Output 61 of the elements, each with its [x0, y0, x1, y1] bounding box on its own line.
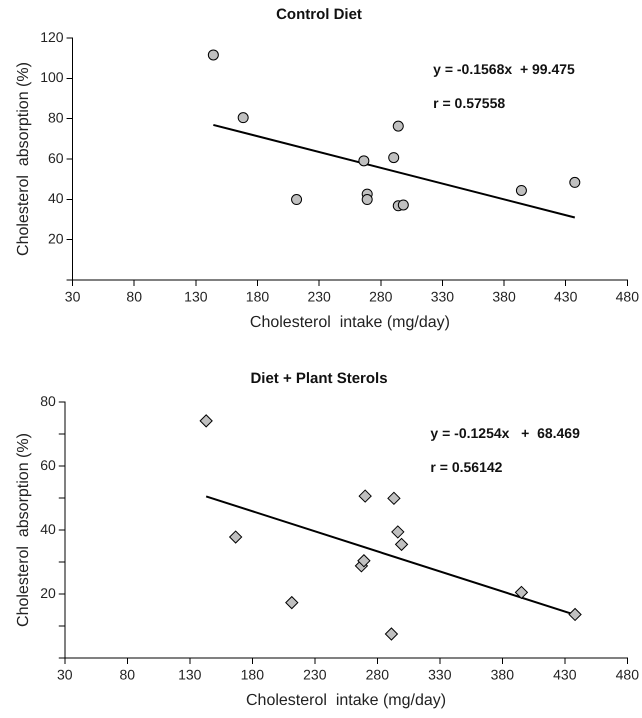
y-tick-label: 100	[40, 69, 64, 86]
point	[358, 490, 372, 503]
point	[398, 199, 409, 210]
point	[388, 152, 400, 164]
point	[514, 586, 528, 599]
x-axis-title: Cholesterol intake (mg/day)	[250, 314, 450, 331]
y-tick-label: 40	[48, 190, 64, 206]
y-tick-label: 40	[40, 520, 56, 537]
x-tick-label: 380	[492, 288, 516, 304]
x-tick-label: 280	[369, 288, 393, 304]
x-tick-label: 30	[64, 288, 81, 304]
point	[200, 414, 213, 428]
x-tick-label: 30	[56, 666, 73, 682]
point	[516, 184, 527, 196]
x-tick-label: 330	[428, 666, 452, 682]
x-tick-label: 480	[616, 288, 640, 304]
x-tick-label: 80	[126, 288, 142, 304]
x-tick-label: 130	[178, 666, 202, 682]
point	[387, 492, 400, 505]
x-tick-label: 180	[240, 666, 264, 682]
point	[568, 608, 582, 621]
x-tick-label: 230	[303, 666, 327, 682]
x-tick-label: 430	[553, 666, 577, 682]
point	[229, 530, 242, 544]
y-tick-label: 60	[40, 456, 56, 473]
point	[208, 49, 219, 60]
point	[395, 538, 408, 551]
x-tick-label: 130	[184, 288, 208, 304]
y-axis-title: Cholesterol absorption (%)	[15, 433, 32, 627]
x-tick-label: 230	[307, 288, 332, 304]
y-axis-title: Cholesterol absorption (%)	[15, 62, 32, 256]
y-tick-label: 80	[40, 392, 56, 409]
point	[391, 525, 404, 538]
point	[285, 596, 298, 610]
point	[362, 194, 373, 206]
annotation: y = -0.1568x + 99.475	[433, 60, 576, 77]
x-tick-label: 480	[616, 666, 640, 682]
y-tick-label: 20	[48, 230, 64, 247]
y-tick-label: 60	[48, 150, 64, 166]
chart-title: Diet + Plant Sterols	[250, 370, 388, 388]
point	[358, 155, 370, 166]
point	[384, 628, 398, 640]
point	[569, 176, 580, 188]
annotation: y = -0.1254x + 68.469	[430, 424, 580, 441]
x-tick-label: 330	[430, 288, 454, 304]
x-axis-title: Cholesterol intake (mg/day)	[246, 692, 446, 709]
point	[291, 194, 302, 206]
chart-title: Control Diet	[276, 6, 362, 24]
x-tick-label: 80	[119, 666, 136, 682]
y-tick-label: 20	[40, 584, 56, 601]
x-tick-label: 180	[246, 288, 270, 304]
annotation: r = 0.57558	[433, 94, 506, 111]
x-tick-label: 380	[490, 666, 514, 682]
point	[357, 554, 370, 568]
y-tick-label: 80	[48, 110, 64, 126]
x-tick-label: 280	[366, 666, 390, 682]
point	[238, 112, 249, 124]
x-tick-label: 430	[554, 288, 578, 304]
annotation: r = 0.56142	[430, 458, 503, 475]
point	[392, 120, 404, 132]
y-tick-label: 120	[40, 28, 64, 45]
